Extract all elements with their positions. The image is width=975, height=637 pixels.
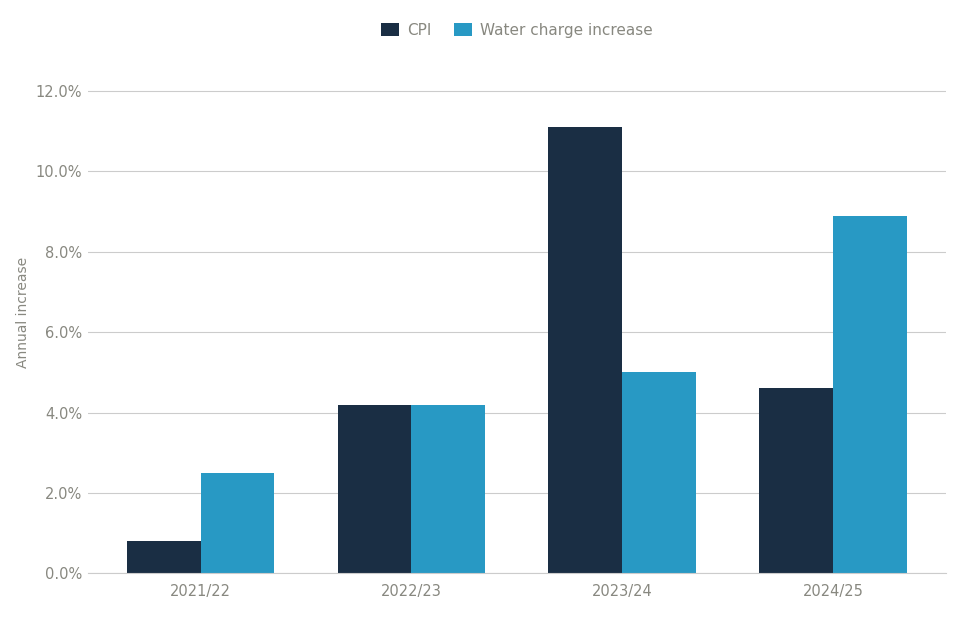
Bar	[833, 216, 907, 573]
Legend: CPI, Water charge increase: CPI, Water charge increase	[374, 17, 659, 44]
Bar	[337, 404, 411, 573]
Y-axis label: Annual increase: Annual increase	[17, 257, 30, 368]
Bar	[622, 373, 696, 573]
Bar	[548, 127, 622, 573]
Bar	[127, 541, 201, 573]
Bar	[411, 404, 486, 573]
Bar	[201, 473, 274, 573]
Bar	[760, 389, 833, 573]
